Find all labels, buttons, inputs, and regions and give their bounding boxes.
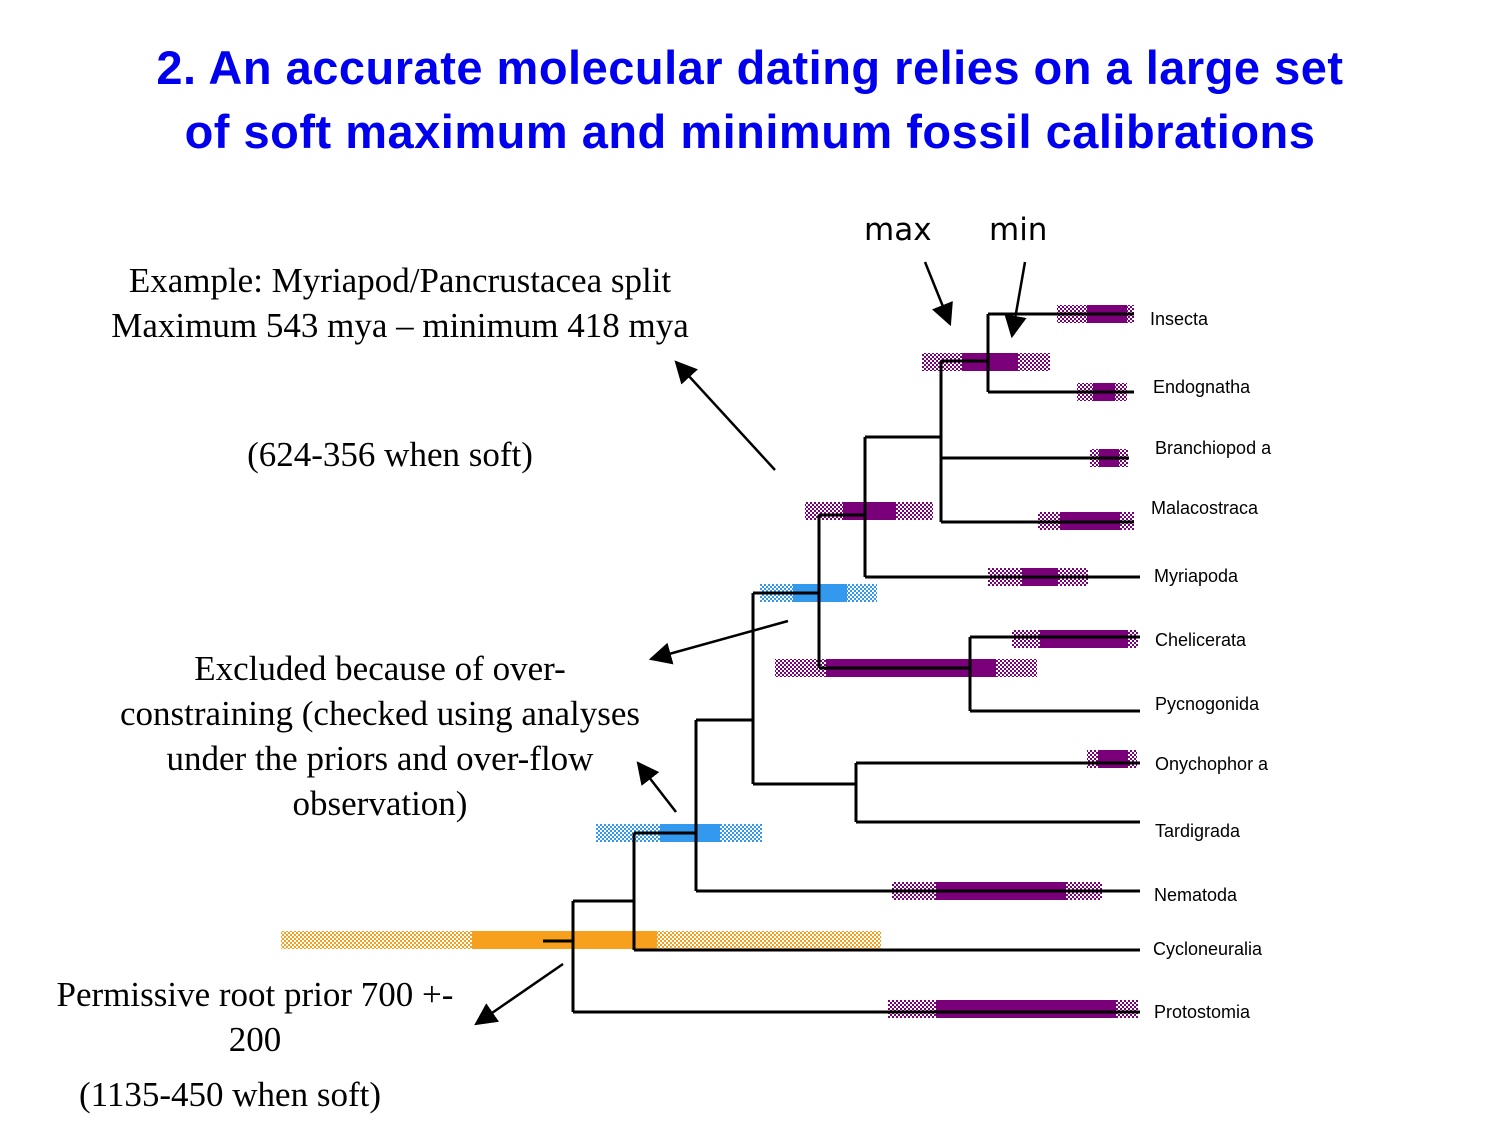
max-arrow (923, 261, 953, 327)
taxon-label-endognatha: Endognatha (1153, 377, 1251, 397)
calibration-bars (281, 305, 1138, 1018)
root-prior-note: Permissive root prior 700 +- 200 (56, 975, 454, 1059)
mandibulata-calibration-core (843, 502, 896, 520)
annotation-arrows (474, 261, 1027, 1026)
taxon-label-chelicerata: Chelicerata (1155, 630, 1247, 650)
root-soft-note: (1135-450 when soft) (79, 1075, 381, 1114)
taxon-label-nematoda: Nematoda (1154, 885, 1238, 905)
taxon-label-myriapoda: Myriapoda (1154, 566, 1239, 586)
excluded-note: Excluded because of over-constraining (c… (120, 649, 640, 823)
taxon-label-branchiopoda: Branchiopod a (1155, 438, 1272, 458)
protostomia-calibration-core (936, 1000, 1116, 1018)
onychophora-calibration-core (1098, 750, 1128, 768)
taxon-label-protostomia: Protostomia (1154, 1002, 1251, 1022)
excluded-arrow-upper (648, 619, 789, 665)
tree-branches (543, 312, 1140, 1014)
max-label: max (864, 212, 932, 248)
taxon-label-cycloneuralia: Cycloneuralia (1153, 939, 1263, 959)
taxon-label-pycnogonida: Pycnogonida (1155, 694, 1260, 714)
example-soft-note: (624-356 when soft) (247, 435, 533, 474)
slide-title: 2. An accurate molecular dating relies o… (0, 36, 1500, 164)
taxon-label-tardigrada: Tardigrada (1155, 821, 1241, 841)
root-prior-arrow (474, 962, 564, 1026)
taxon-label-malacostraca: Malacostraca (1151, 498, 1259, 518)
min-label: min (989, 212, 1048, 248)
slide-title-line-2: of soft maximum and minimum fossil calib… (184, 105, 1316, 158)
min-arrow (1004, 261, 1027, 339)
taxon-label-onychophora: Onychophor a (1155, 754, 1269, 774)
chelicerata-calibration-core (1040, 630, 1128, 648)
example-note: Example: Myriapod/Pancrustacea split Max… (111, 261, 689, 345)
excluded-arrow-lower (636, 761, 677, 813)
example-arrow (674, 360, 776, 471)
slide-title-line-1: 2. An accurate molecular dating relies o… (156, 41, 1344, 94)
hexapoda-calibration-core (962, 353, 1018, 371)
taxon-label-insecta: Insecta (1150, 309, 1209, 329)
